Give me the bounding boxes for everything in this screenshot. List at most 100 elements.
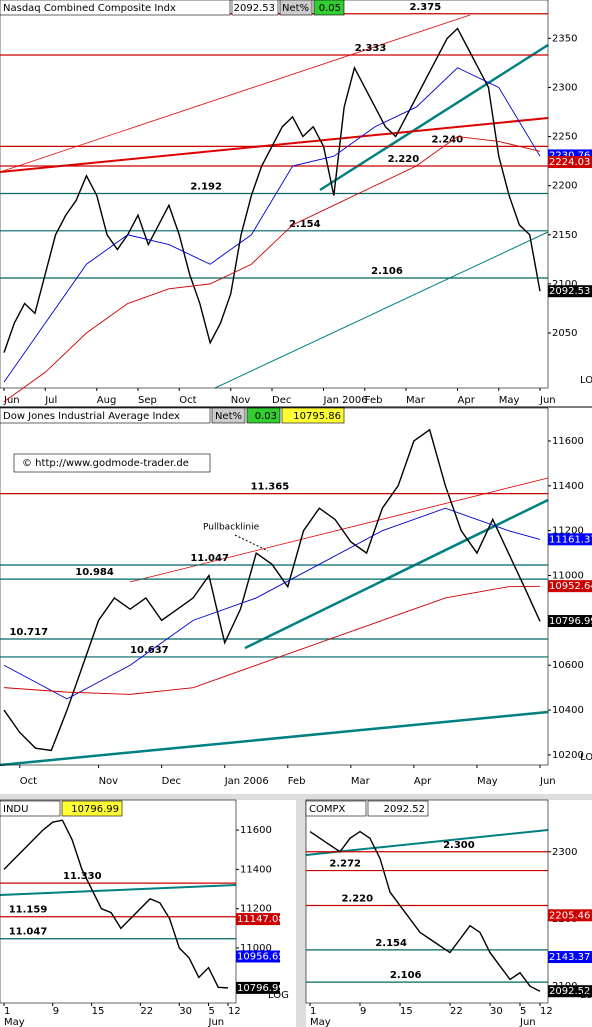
level-label: 2.106 <box>390 970 422 981</box>
x-tick-label: 9 <box>360 1006 366 1017</box>
x-tick-label: Nov <box>231 395 251 406</box>
x-tick-label: Mar <box>406 395 426 406</box>
x-tick-label: Aug <box>97 395 117 406</box>
level-label: 2.220 <box>341 894 373 905</box>
level-label: 11.365 <box>251 482 290 493</box>
x-tick-label: May <box>477 776 498 787</box>
x-tick-label: 5 <box>209 1006 215 1017</box>
y-tick-label: 10600 <box>552 660 584 671</box>
price-tag-label: 10956.651 <box>237 951 291 962</box>
level-label: 10.984 <box>75 567 114 578</box>
x-tick-label: 1 <box>4 1006 10 1017</box>
level-label: 2.333 <box>355 43 387 54</box>
month-label: Jun <box>519 1017 536 1027</box>
header-box <box>61 800 123 817</box>
plot-frame <box>0 799 237 1004</box>
level-label: 11.159 <box>9 905 48 916</box>
x-tick-label: Jul <box>44 395 57 406</box>
level-label: 11.047 <box>9 927 48 938</box>
price-tag-label: 10796.99 <box>549 616 592 627</box>
y-tick-label: 11400 <box>552 481 584 492</box>
header-title: Dow Jones Industrial Average Index <box>3 411 180 422</box>
x-tick-label: 5 <box>520 1006 526 1017</box>
price-tag <box>236 913 280 926</box>
header-box <box>281 407 345 424</box>
price-tag-label: 2143.37 <box>549 952 590 963</box>
scale-label: LOG <box>580 752 592 763</box>
x-tick-label: 12 <box>540 1006 553 1017</box>
watermark: © http://www.godmode-trader.de <box>22 458 189 469</box>
x-tick-label: Dec <box>162 776 181 787</box>
x-tick-label: Oct <box>20 776 37 787</box>
y-tick-label: 11600 <box>552 436 584 447</box>
level-label: 2.192 <box>190 182 222 193</box>
x-tick-label: Apr <box>458 395 476 406</box>
x-tick-label: Jun <box>3 395 20 406</box>
level-label: 2.154 <box>289 219 321 230</box>
month-label: May <box>310 1017 331 1027</box>
header-box <box>305 800 367 817</box>
price-tag-label: 10796.99 <box>237 983 285 994</box>
header-box <box>0 800 61 817</box>
panel-separator <box>0 794 592 800</box>
x-tick-label: Feb <box>365 395 383 406</box>
price-line <box>3 136 541 403</box>
header-title: Nasdaq Combined Composite Indx <box>3 3 176 14</box>
x-tick-label: 22 <box>450 1006 463 1017</box>
header-box <box>0 407 211 424</box>
price-tag <box>236 950 280 963</box>
header-title: INDU <box>3 804 28 815</box>
plot-frame <box>305 799 549 1004</box>
price-line <box>3 507 541 700</box>
x-tick-label: Feb <box>288 776 306 787</box>
price-tag <box>548 533 592 546</box>
y-tick-label: 11600 <box>240 825 272 836</box>
level-label: 2.240 <box>431 134 463 145</box>
header-net: 0.05 <box>319 3 341 14</box>
trend-line <box>0 710 549 767</box>
header-last: 10795.86 <box>293 411 341 422</box>
trend-line <box>305 829 549 856</box>
y-tick-label: 2250 <box>552 132 577 143</box>
x-tick-label: 30 <box>179 1006 192 1017</box>
header-net: 0.03 <box>255 411 277 422</box>
x-tick-label: 1 <box>310 1006 316 1017</box>
header-net-label: Net% <box>215 411 242 422</box>
level-label: 2.300 <box>443 840 475 851</box>
y-tick-label: 2300 <box>552 82 577 93</box>
price-tag-label: 2224.03 <box>549 157 590 168</box>
price-line <box>3 585 541 695</box>
header-title: COMPX <box>309 804 346 815</box>
price-tag <box>548 615 592 628</box>
price-line <box>3 819 229 989</box>
x-tick-label: Jun <box>539 776 556 787</box>
price-tag-label: 11161.37 <box>549 534 592 545</box>
header-box <box>367 800 429 817</box>
level-label: 2.154 <box>375 938 407 949</box>
y-tick-label: 11200 <box>240 904 272 915</box>
level-label: 2.220 <box>388 154 420 165</box>
trend-line <box>214 231 549 389</box>
x-tick-label: May <box>499 395 520 406</box>
x-tick-label: Apr <box>414 776 432 787</box>
header-box <box>313 0 345 16</box>
x-tick-label: Sep <box>138 395 157 406</box>
header-last: 2092.52 <box>384 804 425 815</box>
month-label: Jun <box>208 1017 225 1027</box>
price-tag <box>548 580 592 593</box>
x-tick-label: 12 <box>228 1006 241 1017</box>
header-box <box>279 0 313 16</box>
price-tag-label: 2205.46 <box>549 910 590 921</box>
price-tag-label: 2092.52 <box>549 986 590 997</box>
x-tick-label: 30 <box>490 1006 503 1017</box>
price-tag <box>236 981 280 994</box>
y-tick-label: 2200 <box>552 181 577 192</box>
header-box <box>231 0 279 16</box>
header-box <box>246 407 281 424</box>
scale-label: LOG <box>580 375 592 386</box>
x-tick-label: Jun <box>539 395 556 406</box>
level-label: 2.106 <box>371 266 403 277</box>
x-tick-label: Dec <box>272 395 291 406</box>
level-label: 10.637 <box>130 645 169 656</box>
watermark-box <box>13 453 211 473</box>
